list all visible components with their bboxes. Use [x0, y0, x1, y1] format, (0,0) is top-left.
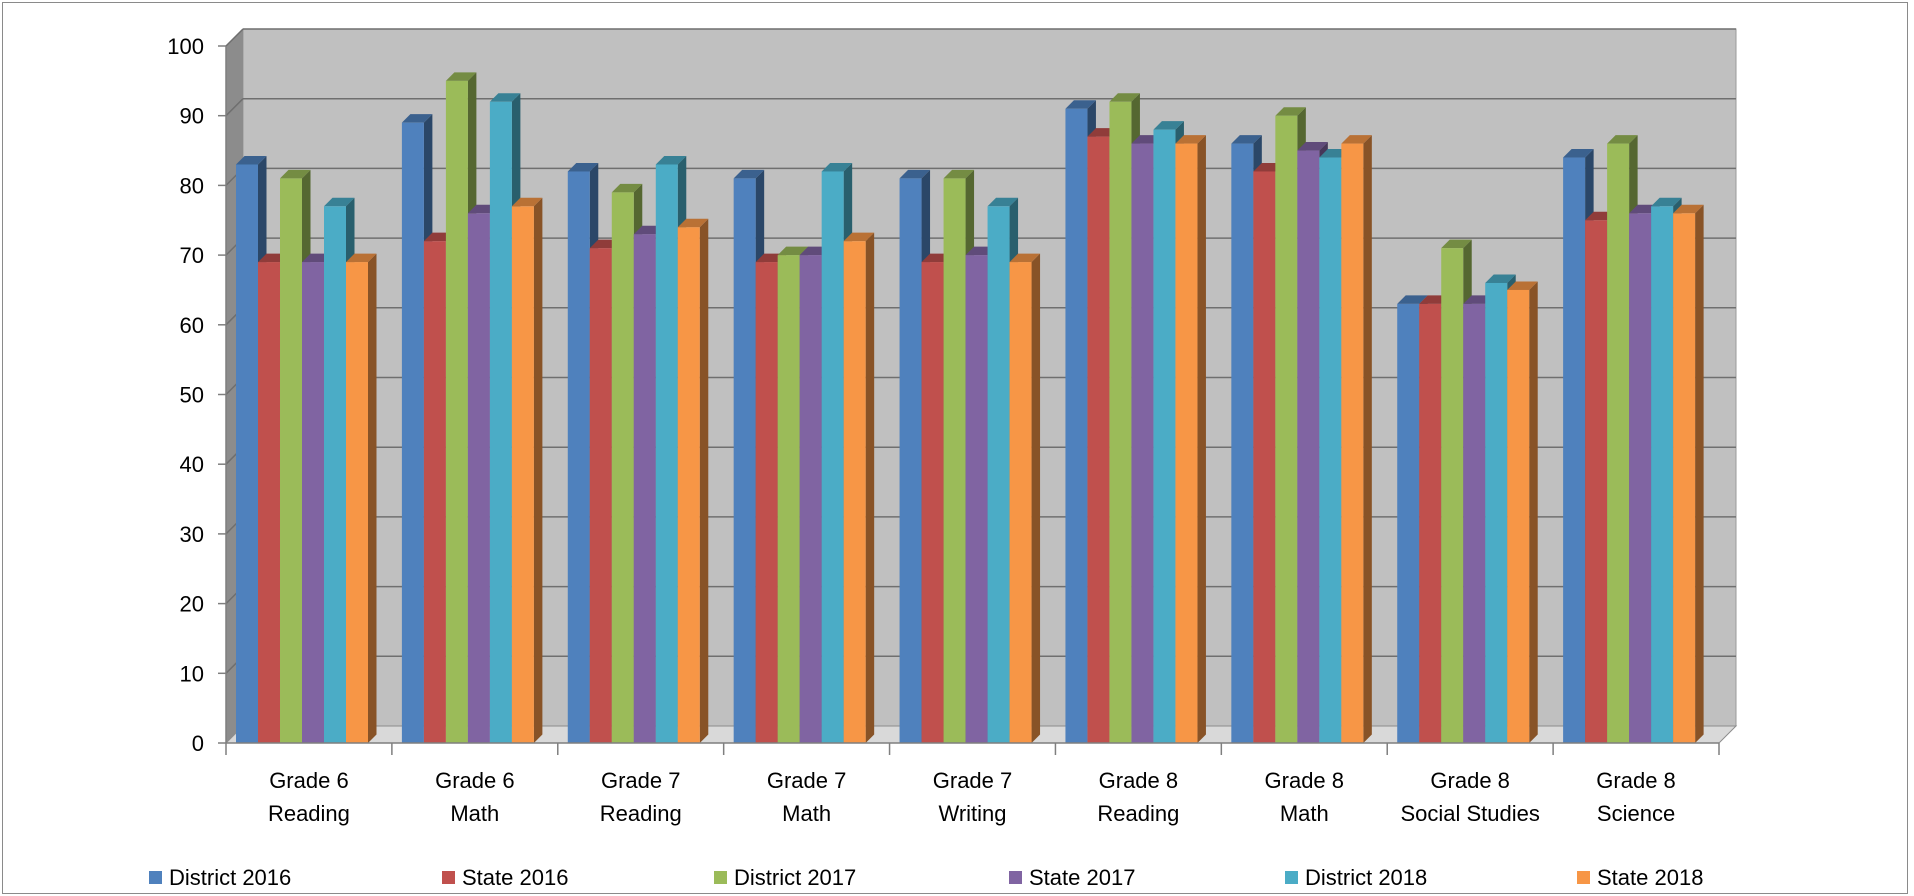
y-tick-label: 40	[180, 452, 204, 477]
x-tick-labels: Grade 6 Reading Grade 6 Math Grade 7 Reading G…	[268, 768, 1676, 826]
axes	[218, 45, 1720, 755]
y-tick-labels: 0 10 20 30 40 50 60 70 80 90 100	[167, 34, 204, 756]
legend-swatch	[714, 871, 727, 884]
legend-swatch	[149, 871, 162, 884]
legend-label: District 2017	[734, 865, 856, 890]
gridline-side	[225, 28, 244, 47]
bar	[511, 197, 543, 743]
legend-label: State 2016	[462, 865, 568, 890]
y-tick-label: 60	[180, 313, 204, 338]
bar	[346, 253, 377, 743]
gridline-side	[225, 98, 244, 117]
x-tick-label: Grade 8 Science	[1596, 768, 1676, 826]
legend-label: State 2017	[1029, 865, 1135, 890]
x-tick-label: Grade 7 Math	[767, 768, 847, 826]
legend-label: State 2018	[1597, 865, 1703, 890]
legend-item: State 2018	[1577, 865, 1703, 890]
legend-item: District 2018	[1285, 865, 1427, 890]
legend-item: State 2017	[1009, 865, 1135, 890]
bars	[236, 72, 1704, 744]
x-tick-label: Grade 8 Math	[1265, 768, 1345, 826]
legend-item: District 2017	[714, 865, 856, 890]
x-tick-label: Grade 6 Math	[435, 768, 515, 826]
legend-item: District 2016	[149, 865, 291, 890]
legend-swatch	[1577, 871, 1590, 884]
legend-swatch	[1009, 871, 1022, 884]
bar	[843, 232, 875, 743]
y-tick-label: 50	[180, 383, 204, 408]
legend-item: State 2016	[442, 865, 568, 890]
legend-label: District 2018	[1305, 865, 1427, 890]
x-tick-label: Grade 7 Writing	[933, 768, 1013, 826]
y-tick-label: 70	[180, 243, 204, 268]
y-tick-label: 10	[180, 661, 204, 686]
y-tick-label: 30	[180, 522, 204, 547]
bar	[677, 218, 709, 744]
bar	[1673, 204, 1704, 743]
y-tick-label: 20	[180, 592, 204, 617]
y-tick-label: 100	[167, 34, 204, 59]
bar	[1341, 135, 1372, 743]
y-tick-label: 0	[192, 731, 204, 756]
bar	[1175, 135, 1206, 743]
bar	[1507, 281, 1538, 743]
legend-label: District 2016	[169, 865, 291, 890]
legend-swatch	[442, 871, 455, 884]
legend: District 2016 State 2016 District 2017 Stat…	[149, 865, 1703, 890]
bar	[1009, 253, 1041, 743]
x-tick-label: Grade 8 Social Studies	[1400, 768, 1539, 826]
x-tick-label: Grade 6 Reading	[268, 768, 350, 826]
x-tick-label: Grade 7 Reading	[600, 768, 682, 826]
x-tick-label: Grade 8 Reading	[1097, 768, 1179, 826]
y-tick-label: 80	[180, 173, 204, 198]
y-tick-label: 90	[180, 104, 204, 129]
legend-swatch	[1285, 871, 1298, 884]
